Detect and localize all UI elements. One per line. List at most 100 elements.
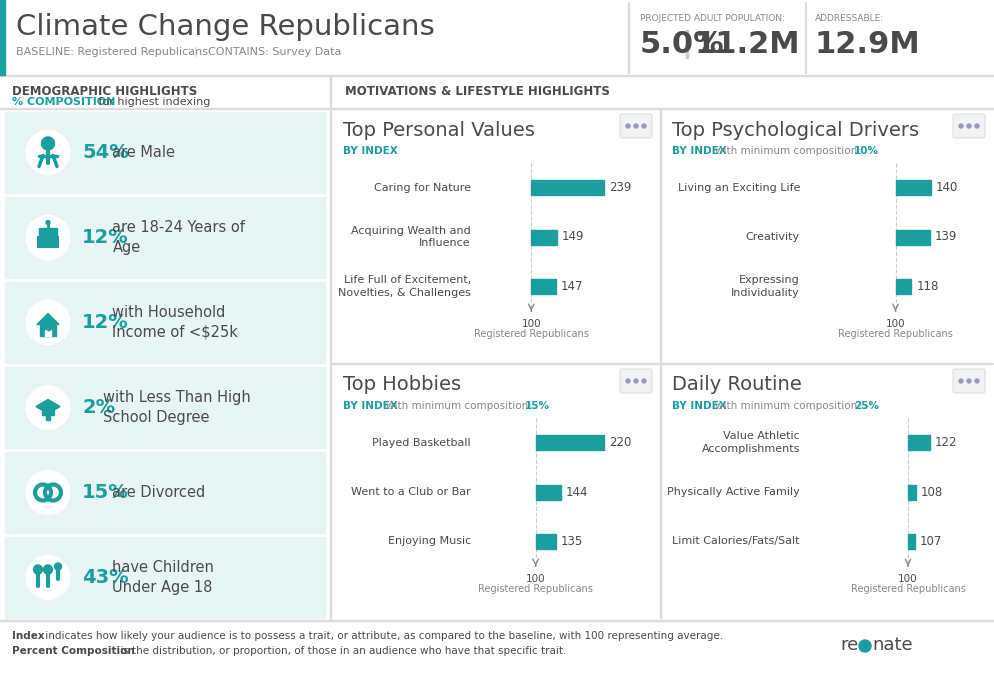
Bar <box>5 537 325 618</box>
Bar <box>5 367 325 448</box>
Text: Went to a Club or Bar: Went to a Club or Bar <box>351 487 471 497</box>
Text: Registered Republicans: Registered Republicans <box>838 329 953 339</box>
Circle shape <box>44 565 53 574</box>
Text: 100: 100 <box>899 574 917 584</box>
Text: ADDRESSABLE:: ADDRESSABLE: <box>815 14 884 23</box>
Text: 144: 144 <box>566 485 588 498</box>
Text: with Household
Income of <$25k: with Household Income of <$25k <box>112 305 239 340</box>
Bar <box>40 324 56 336</box>
Bar <box>45 330 51 336</box>
Bar <box>0 75 994 76</box>
Text: Registered Republicans: Registered Republicans <box>478 584 593 594</box>
Text: |: | <box>194 47 198 58</box>
Bar <box>0 108 994 109</box>
Bar <box>896 230 929 244</box>
Text: 2%: 2% <box>82 398 115 417</box>
Circle shape <box>975 379 979 383</box>
Circle shape <box>46 221 50 225</box>
Circle shape <box>642 379 646 383</box>
Text: 140: 140 <box>935 181 958 194</box>
Text: 100: 100 <box>886 319 906 329</box>
Bar <box>0 620 994 621</box>
Circle shape <box>26 556 70 600</box>
Text: BASELINE: Registered Republicans: BASELINE: Registered Republicans <box>16 47 208 57</box>
Circle shape <box>634 124 638 128</box>
Text: Caring for Nature: Caring for Nature <box>374 183 471 193</box>
Text: Living an Exciting Life: Living an Exciting Life <box>678 183 800 193</box>
Text: 107: 107 <box>920 535 942 548</box>
Text: 12%: 12% <box>82 313 129 332</box>
Text: 15%: 15% <box>525 401 550 411</box>
Text: 12%: 12% <box>82 228 129 247</box>
Text: are Male: are Male <box>112 145 176 160</box>
Bar <box>46 414 50 420</box>
Text: with minimum composition:: with minimum composition: <box>715 146 864 156</box>
Text: 147: 147 <box>561 280 583 293</box>
Text: Top Hobbies: Top Hobbies <box>343 376 461 395</box>
Text: % COMPOSITION: % COMPOSITION <box>12 97 115 107</box>
FancyBboxPatch shape <box>953 114 985 138</box>
Bar <box>536 534 556 549</box>
Circle shape <box>26 385 70 429</box>
Polygon shape <box>37 313 59 324</box>
Text: is the distribution, or proportion, of those in an audience who have that specif: is the distribution, or proportion, of t… <box>117 646 567 656</box>
Text: have Children
Under Age 18: have Children Under Age 18 <box>112 560 215 595</box>
Text: 11.2M: 11.2M <box>695 30 800 59</box>
Text: 54%: 54% <box>82 143 129 162</box>
Circle shape <box>642 124 646 128</box>
Bar <box>0 0 5 75</box>
Text: BY INDEX: BY INDEX <box>343 146 398 156</box>
Text: 12.9M: 12.9M <box>815 30 920 59</box>
Text: Registered Republicans: Registered Republicans <box>851 584 965 594</box>
Text: CONTAINS: Survey Data: CONTAINS: Survey Data <box>208 47 341 57</box>
Text: re: re <box>840 636 858 654</box>
Text: DEMOGRAPHIC HIGHLIGHTS: DEMOGRAPHIC HIGHLIGHTS <box>12 85 197 98</box>
FancyBboxPatch shape <box>620 369 652 393</box>
Text: 100: 100 <box>522 319 541 329</box>
Text: 15%: 15% <box>82 483 129 502</box>
Bar <box>532 279 556 294</box>
Text: 43%: 43% <box>82 568 128 587</box>
Text: 139: 139 <box>934 230 957 244</box>
Text: Registered Republicans: Registered Republicans <box>474 329 588 339</box>
Bar <box>532 230 557 244</box>
Text: 239: 239 <box>609 181 631 194</box>
Bar <box>908 534 915 549</box>
Circle shape <box>975 124 979 128</box>
Bar <box>42 406 54 414</box>
Text: PROJECTED ADULT POPULATION:: PROJECTED ADULT POPULATION: <box>640 14 785 23</box>
Circle shape <box>26 301 70 345</box>
Bar <box>37 236 59 248</box>
Circle shape <box>959 124 963 128</box>
Text: are Divorced: are Divorced <box>112 485 206 500</box>
Circle shape <box>26 215 70 259</box>
Text: with minimum composition:: with minimum composition: <box>715 401 864 411</box>
Text: Top Psychological Drivers: Top Psychological Drivers <box>672 121 919 139</box>
Bar <box>5 197 325 278</box>
Text: BY INDEX: BY INDEX <box>672 401 727 411</box>
Circle shape <box>959 379 963 383</box>
Text: Played Basketball: Played Basketball <box>373 437 471 447</box>
Text: for highest indexing: for highest indexing <box>95 97 211 107</box>
Polygon shape <box>36 399 60 414</box>
Text: Daily Routine: Daily Routine <box>672 376 802 395</box>
Text: 220: 220 <box>608 436 631 449</box>
Bar <box>39 227 57 236</box>
Text: Creativity: Creativity <box>746 232 800 242</box>
Text: 25%: 25% <box>854 401 879 411</box>
Bar <box>532 180 604 195</box>
Bar <box>5 282 325 363</box>
Circle shape <box>34 565 43 574</box>
Text: Life Full of Excitement,
Novelties, & Challenges: Life Full of Excitement, Novelties, & Ch… <box>338 275 471 297</box>
Text: Limit Calories/Fats/Salt: Limit Calories/Fats/Salt <box>673 536 800 546</box>
Text: Percent Composition: Percent Composition <box>12 646 135 656</box>
Circle shape <box>26 131 70 175</box>
Text: Expressing
Individuality: Expressing Individuality <box>732 275 800 297</box>
Circle shape <box>26 471 70 515</box>
Bar <box>536 485 561 500</box>
Bar <box>908 435 930 450</box>
Bar <box>5 452 325 533</box>
Bar <box>331 363 993 364</box>
Text: are 18-24 Years of
Age: are 18-24 Years of Age <box>112 220 246 255</box>
Text: 118: 118 <box>916 280 938 293</box>
